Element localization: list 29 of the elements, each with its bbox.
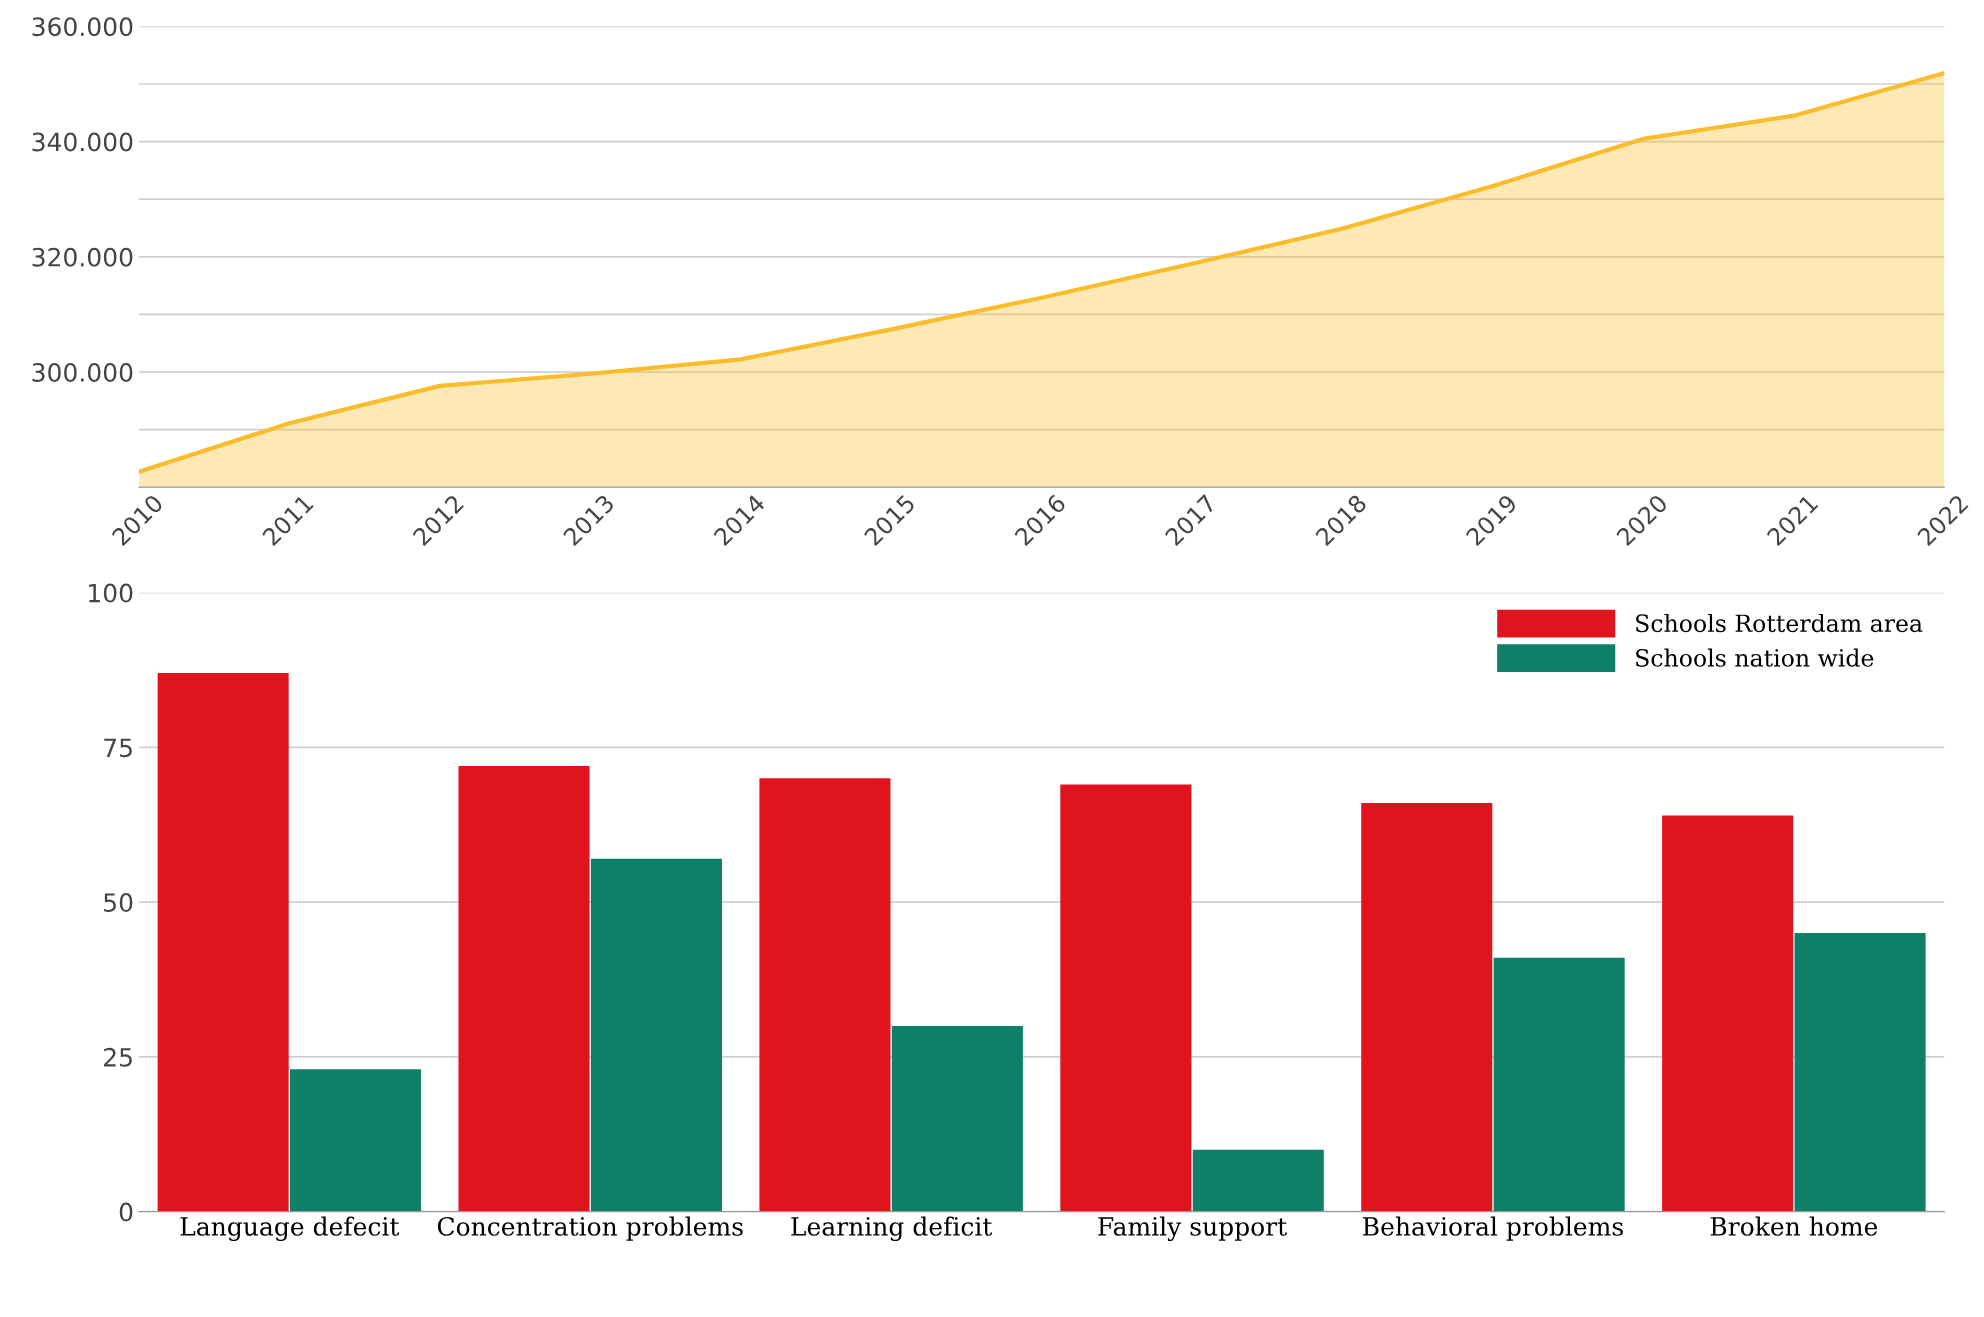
y-tick-label: 100	[89, 583, 133, 603]
bar	[759, 778, 891, 1212]
y-tick-label: 75	[104, 738, 132, 758]
bar	[458, 765, 590, 1212]
bar	[1060, 784, 1192, 1212]
bar	[1662, 815, 1794, 1212]
x-tick-label: Language defecit	[180, 1216, 400, 1242]
bar	[1794, 933, 1926, 1212]
bar	[891, 1025, 1023, 1212]
y-tick-label: 0	[119, 1202, 133, 1222]
x-tick-label: Behavioral problems	[1363, 1216, 1623, 1241]
x-tick-label: Broken home	[1710, 1216, 1878, 1236]
bar	[157, 673, 289, 1212]
bar	[590, 858, 722, 1212]
bar	[1361, 803, 1493, 1212]
y-tick-label: 320.000	[32, 247, 133, 267]
y-tick-label: 50	[104, 893, 133, 912]
y-tick-label: 360.000	[32, 17, 133, 37]
x-tick-label: Family support	[1098, 1216, 1288, 1242]
x-tick-label: Concentration problems	[437, 1216, 743, 1241]
bar	[1192, 1149, 1324, 1212]
legend-label: Schools Rotterdam area	[1636, 613, 1923, 633]
y-tick-label: 300.000	[32, 363, 133, 382]
x-tick-label: Learning deficit	[791, 1216, 993, 1242]
y-tick-label: 25	[104, 1047, 132, 1067]
bar	[1493, 957, 1625, 1212]
y-tick-label: 340.000	[32, 132, 133, 152]
bar	[290, 1069, 422, 1212]
legend-label: Schools nation wide	[1636, 648, 1874, 667]
